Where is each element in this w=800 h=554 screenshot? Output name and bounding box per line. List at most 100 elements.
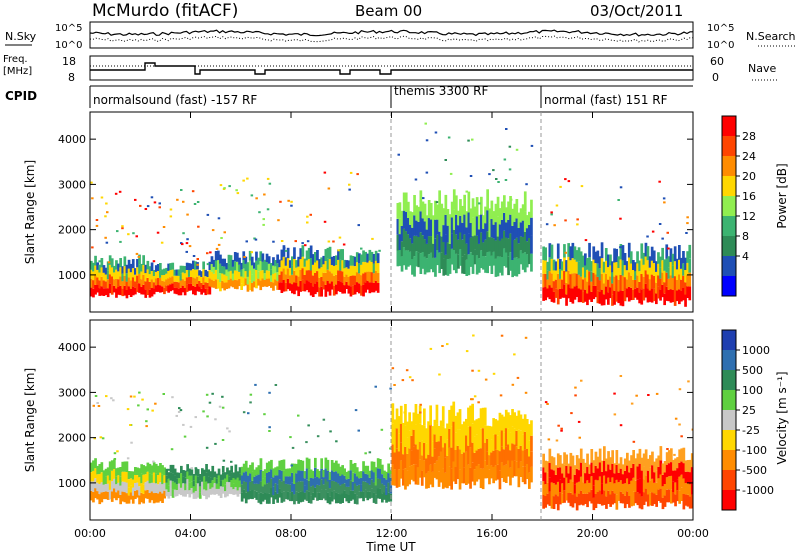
heatmap-cell (458, 449, 462, 470)
heatmap-cell (579, 264, 583, 277)
heatmap-cell (117, 467, 120, 476)
colorbar-tick-label: 24 (742, 150, 756, 163)
heatmap-cell (227, 280, 231, 289)
heatmap-cell (301, 481, 305, 492)
heatmap-cell (154, 492, 158, 503)
heatmap-cell (675, 258, 679, 270)
heatmap-cell (196, 201, 200, 203)
heatmap-cell (462, 467, 466, 484)
heatmap-cell (366, 483, 370, 492)
heatmap-cell (337, 260, 340, 271)
heatmap-cell (603, 460, 606, 476)
heatmap-cell (567, 270, 570, 285)
colorbar-tick-label: 20 (742, 170, 756, 183)
heatmap-cell (225, 263, 229, 270)
heatmap-cell (339, 259, 342, 271)
heatmap-cell (182, 489, 185, 497)
heatmap-cell (469, 426, 472, 448)
heatmap-cell (471, 198, 475, 218)
heatmap-cell (125, 493, 129, 504)
heatmap-cell (94, 265, 97, 276)
heatmap-cell (92, 271, 95, 281)
heatmap-cell (648, 256, 652, 268)
heatmap-cell (480, 250, 483, 269)
heatmap-cell (250, 251, 253, 254)
heatmap-cell (324, 479, 328, 490)
heatmap-cell (413, 256, 416, 277)
heatmap-cell (450, 405, 453, 427)
heatmap-cell (272, 486, 275, 496)
heatmap-cell (603, 475, 606, 491)
heatmap-cell (355, 495, 359, 505)
heatmap-cell (347, 470, 351, 479)
heatmap-cell (165, 475, 169, 483)
heatmap-cell (165, 273, 168, 280)
heatmap-cell (600, 494, 604, 506)
heatmap-cell (338, 236, 342, 239)
heatmap-cell (244, 482, 248, 493)
heatmap-cell (337, 249, 340, 260)
heatmap-cell (259, 492, 263, 505)
heatmap-cell (175, 275, 179, 282)
heatmap-cell (131, 286, 135, 296)
heatmap-cell (305, 270, 309, 281)
heatmap-cell (680, 279, 683, 291)
heatmap-cell (96, 482, 99, 492)
heatmap-cell (406, 421, 409, 438)
heatmap-cell (563, 465, 566, 478)
heatmap-cell (265, 262, 269, 271)
heatmap-cell (236, 484, 240, 491)
heatmap-cell (335, 274, 338, 285)
heatmap-cell (581, 255, 585, 268)
heatmap-cell (525, 434, 529, 449)
heatmap-cell (131, 487, 135, 496)
heatmap-cell (419, 411, 422, 414)
heatmap-cell (144, 490, 148, 499)
heatmap-cell (100, 472, 104, 483)
heatmap-cell (280, 249, 284, 261)
heatmap-cell (515, 446, 519, 462)
heatmap-cell (686, 222, 689, 225)
heatmap-cell (181, 285, 185, 293)
heatmap-cell (268, 426, 271, 429)
heatmap-cell (467, 426, 470, 446)
heatmap-cell (467, 233, 471, 255)
heatmap-cell (240, 492, 244, 502)
heatmap-cell (355, 262, 359, 273)
heatmap-cell (648, 290, 652, 302)
heatmap-cell (559, 455, 562, 468)
heatmap-cell (448, 428, 451, 448)
heatmap-cell (193, 203, 197, 205)
colorbar-swatch (722, 430, 736, 451)
heatmap-cell (621, 245, 625, 261)
heatmap-cell (523, 252, 527, 273)
heatmap-cell (211, 392, 214, 395)
heatmap-cell (477, 433, 481, 449)
heatmap-cell (619, 375, 623, 377)
heatmap-cell (617, 482, 621, 492)
heatmap-cell (500, 257, 504, 276)
heatmap-cell (98, 280, 102, 289)
heatmap-cell (690, 467, 693, 481)
heatmap-cell (467, 254, 471, 276)
heatmap-cell (360, 247, 363, 250)
heatmap-cell (242, 481, 246, 490)
heatmap-cell (266, 177, 270, 180)
heatmap-cell (100, 267, 104, 277)
heatmap-cell (347, 277, 351, 286)
heatmap-cell (341, 249, 344, 261)
heatmap-cell (561, 270, 564, 280)
heatmap-cell (293, 463, 296, 474)
heatmap-cell (337, 463, 340, 474)
heatmap-cell (397, 451, 401, 470)
heatmap-cell (233, 270, 237, 280)
heatmap-cell (179, 287, 183, 296)
heatmap-cell (636, 251, 639, 264)
heatmap-cell (272, 282, 275, 291)
heatmap-cell (100, 286, 104, 296)
heatmap-cell (419, 232, 423, 254)
heatmap-cell (463, 254, 466, 274)
heatmap-cell (320, 489, 323, 501)
heatmap-cell (427, 218, 431, 237)
heatmap-cell (362, 284, 365, 297)
